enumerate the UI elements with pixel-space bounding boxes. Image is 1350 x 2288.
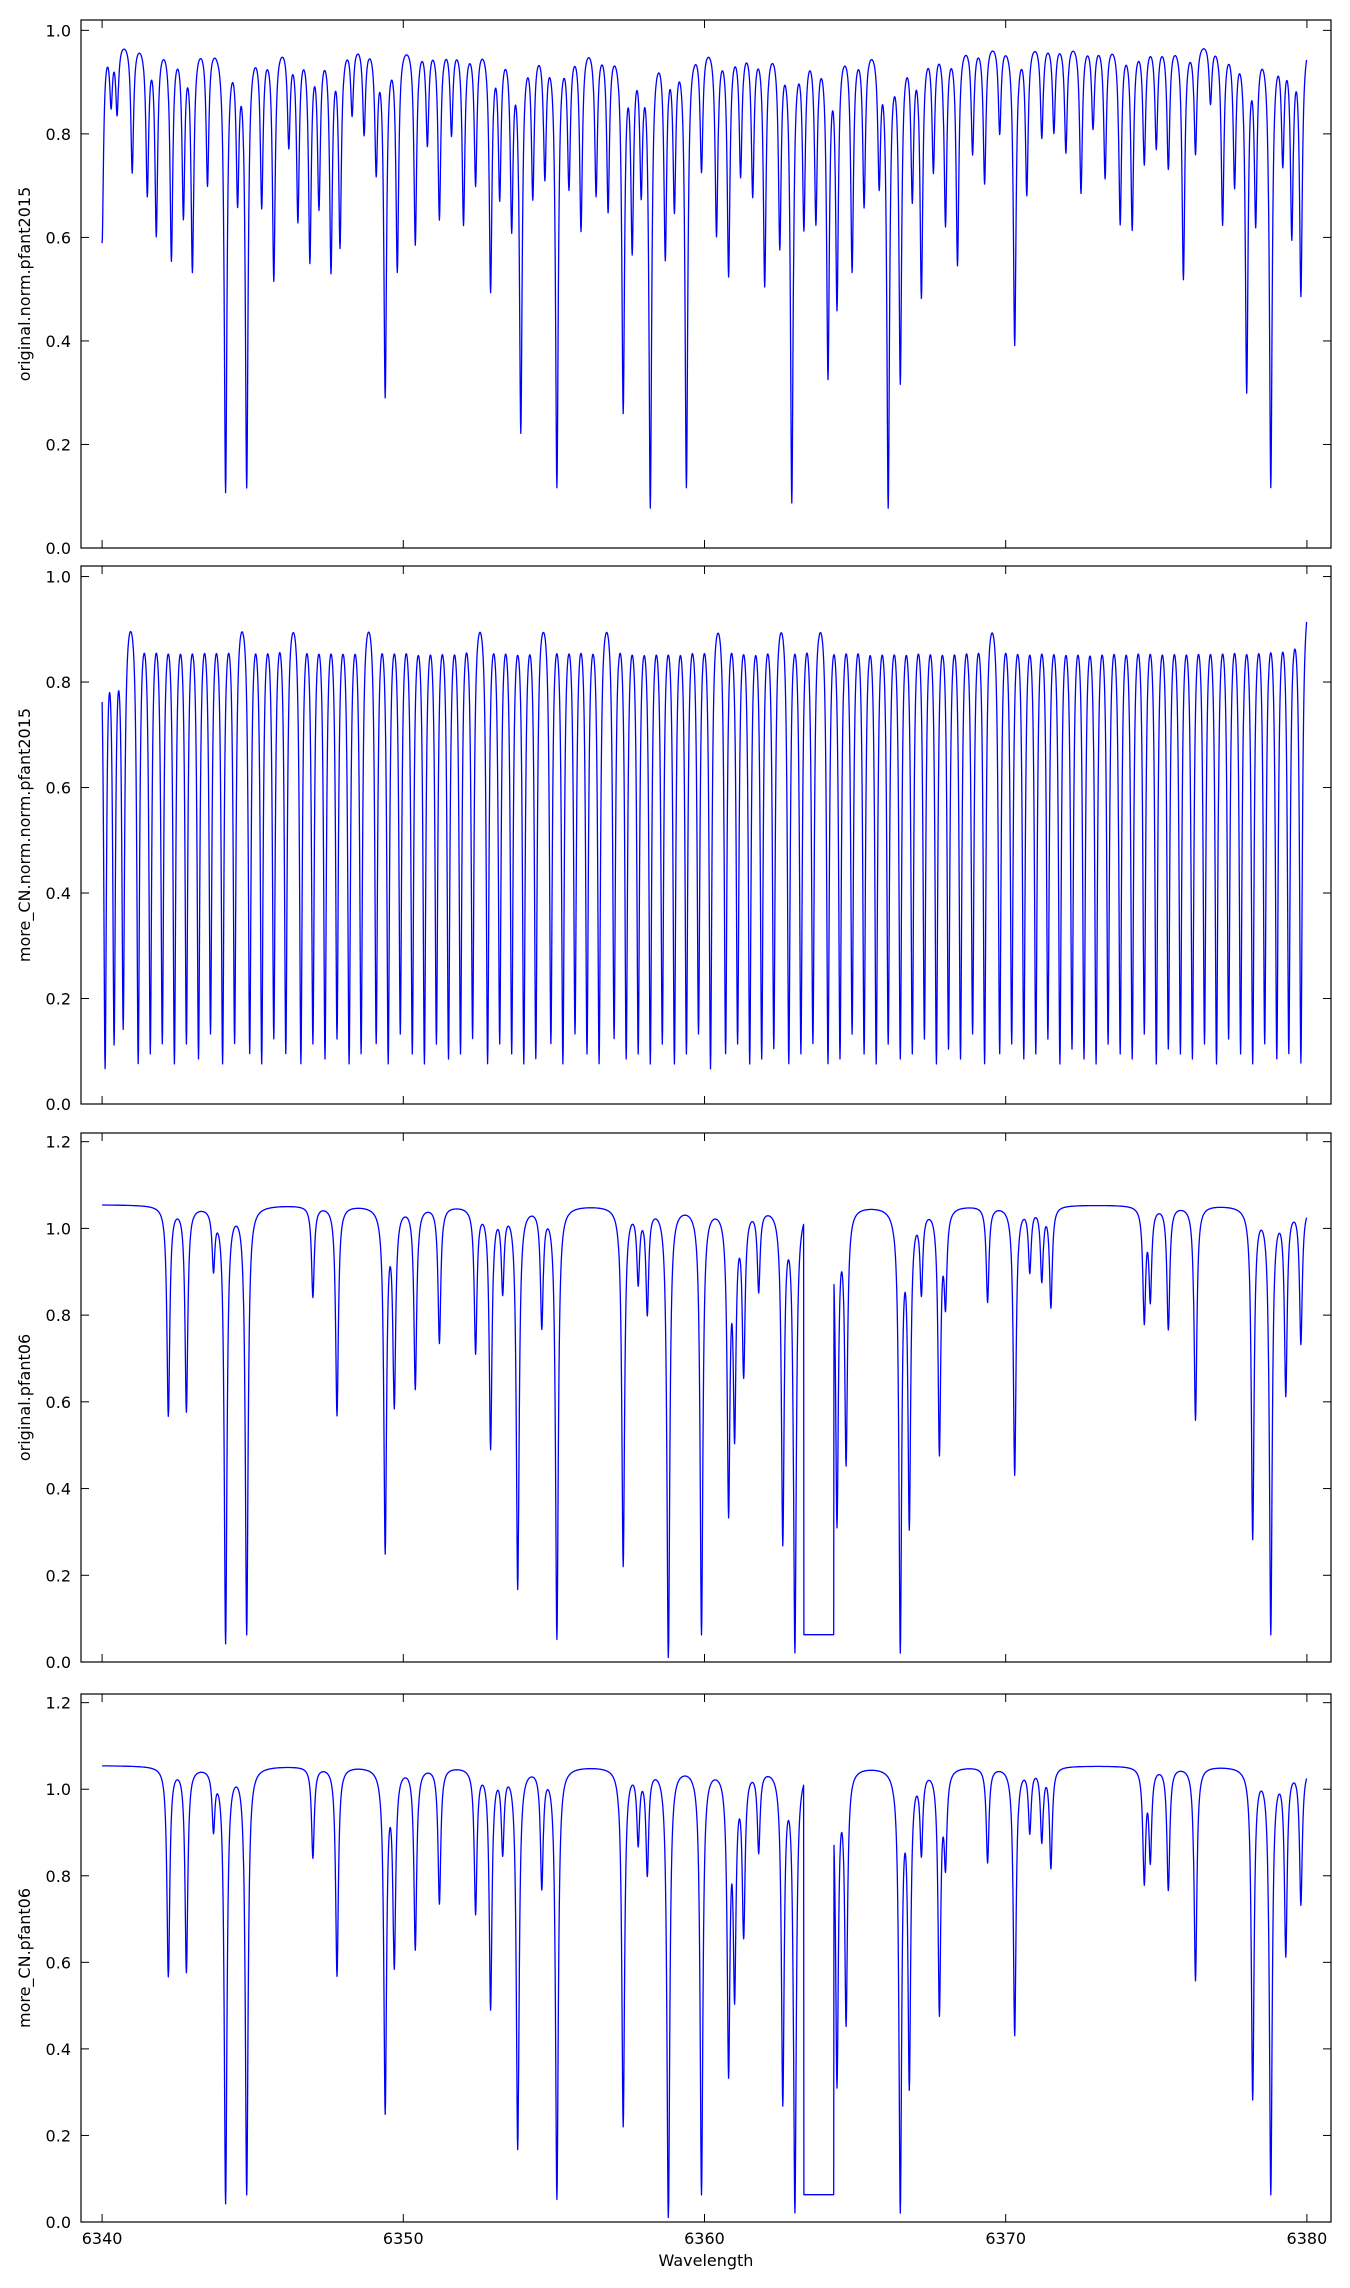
y-axis-label: original.norm.pfant2015: [15, 187, 34, 382]
y-tick-label: 0.6: [46, 228, 71, 247]
spectrum-line: [101, 621, 1308, 1070]
y-tick-label: 0.6: [46, 1953, 71, 1972]
y-tick-label: 0.0: [46, 2213, 71, 2232]
x-tick-label: 6380: [1287, 2229, 1328, 2248]
panel-1: 0.0 0.2 0.4 0.6 0.8 1.0 original.norm.pfant201…: [15, 19, 1332, 558]
y-tick-label: 1.2: [46, 1133, 71, 1152]
y-axis-label: more_CN.pfant06: [15, 1888, 35, 2028]
y-tick-label: 0.0: [46, 539, 71, 558]
y-tick-label: 0.2: [46, 1566, 71, 1585]
panel-2: 0.0 0.2 0.4 0.6 0.8 1.0 more_CN.norm.norm.pfan…: [15, 565, 1332, 1114]
y-tick-label: 0.8: [46, 673, 71, 692]
y-tick-label: 0.6: [46, 779, 71, 798]
y-tick-label: 0.4: [46, 884, 71, 903]
y-tick-label: 0.4: [46, 332, 71, 351]
y-axis-label: original.pfant06: [15, 1334, 34, 1461]
y-tick-label: 0.8: [46, 1867, 71, 1886]
y-tick-label: 1.0: [46, 568, 71, 587]
axes-frame: [80, 565, 1332, 1105]
y-tick-label: 0.4: [46, 2040, 71, 2059]
y-tick-label: 1.0: [46, 21, 71, 40]
axes-frame: [80, 1132, 1332, 1663]
y-tick-label: 1.2: [46, 1694, 71, 1713]
y-tick-label: 0.0: [46, 1095, 71, 1114]
x-tick-label: 6340: [82, 2229, 123, 2248]
x-tick-label: 6350: [383, 2229, 424, 2248]
y-tick-label: 0.2: [46, 990, 71, 1009]
y-tick-label: 0.8: [46, 125, 71, 144]
panel-3: 0.0 0.2 0.4 0.6 0.8 1.0 1.2 original.pfant06: [15, 1132, 1332, 1672]
y-tick-label: 1.0: [46, 1219, 71, 1238]
axes-frame: [80, 1693, 1332, 2223]
spectrum-line: [101, 1204, 1308, 1659]
x-tick-label: 6370: [985, 2229, 1026, 2248]
y-tick-label: 0.2: [46, 2126, 71, 2145]
y-tick-label: 0.6: [46, 1393, 71, 1412]
spectrum-line: [101, 1765, 1308, 2219]
y-tick-label: 1.0: [46, 1780, 71, 1799]
x-axis-label: Wavelength: [659, 2251, 754, 2270]
x-tick-label: 6360: [684, 2229, 725, 2248]
y-tick-label: 0.0: [46, 1653, 71, 1672]
spectrum-line: [101, 48, 1308, 509]
y-axis-label: more_CN.norm.norm.pfant2015: [15, 708, 35, 962]
axes-frame: [80, 19, 1332, 549]
y-tick-label: 0.4: [46, 1480, 71, 1499]
y-tick-label: 0.2: [46, 435, 71, 454]
y-tick-label: 0.8: [46, 1306, 71, 1325]
panel-4: 0.0 0.2 0.4 0.6 0.8 1.0 1.2 6340 6350 6360 6370 638…: [15, 1693, 1332, 2270]
